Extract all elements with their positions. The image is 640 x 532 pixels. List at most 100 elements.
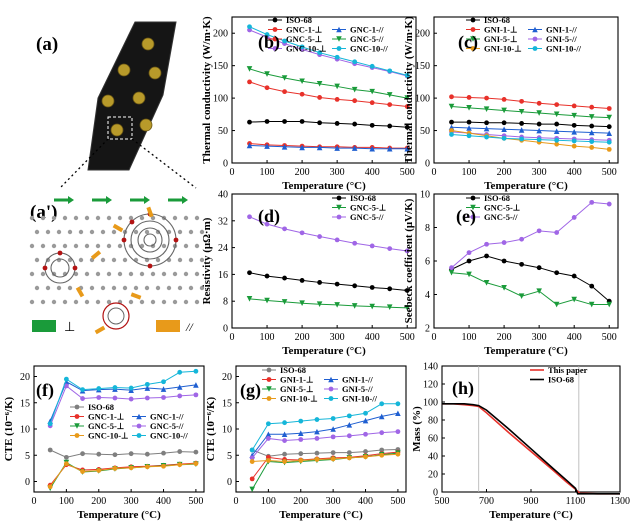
data-point <box>193 461 199 467</box>
data-point <box>281 75 288 81</box>
data-point <box>282 451 287 457</box>
data-point <box>346 413 352 419</box>
series-ISO-68 <box>442 402 620 495</box>
legend-marker <box>336 204 342 211</box>
x-tick-label: 100 <box>462 332 477 343</box>
series-GNC-10-⊥ <box>47 461 199 490</box>
legend-entry: GNI-1-// <box>324 375 373 385</box>
series-line <box>451 96 610 109</box>
legend-marker <box>328 396 334 401</box>
x-tick-label: 400 <box>365 167 380 178</box>
legend-label: GNI-10-// <box>342 394 378 404</box>
data-point <box>363 410 368 416</box>
data-point <box>316 81 323 87</box>
data-point <box>177 449 183 454</box>
data-point <box>571 138 577 144</box>
data-point <box>282 420 287 426</box>
data-point <box>96 468 102 473</box>
x-tick-label: 200 <box>497 332 512 343</box>
data-point <box>299 278 305 283</box>
data-point <box>247 24 252 30</box>
data-point <box>404 95 411 101</box>
plot-frame <box>433 16 619 164</box>
data-point <box>334 54 340 60</box>
series-GNC-5-⊥ <box>247 79 410 109</box>
data-point <box>379 452 385 458</box>
series-line <box>251 403 398 451</box>
legend-label: GNC-5-// <box>350 212 384 222</box>
data-point <box>369 122 375 128</box>
x-tick-label: 500 <box>602 167 617 178</box>
x-tick-label: 300 <box>326 496 341 507</box>
data-point <box>299 78 305 85</box>
data-point <box>501 285 507 291</box>
series-line <box>451 201 610 269</box>
series-line <box>251 431 398 459</box>
data-point <box>264 32 270 37</box>
x-tick-label: 500 <box>435 496 450 507</box>
data-point <box>314 428 320 435</box>
legend-marker <box>470 27 476 32</box>
legend-label: GNC-1-// <box>350 25 384 35</box>
data-point <box>298 458 304 463</box>
data-point <box>404 104 410 109</box>
data-point <box>483 279 490 286</box>
data-point <box>369 63 375 69</box>
data-point <box>362 417 369 424</box>
plot-frame <box>231 193 417 329</box>
series-GNI-10-// <box>249 401 401 453</box>
x-tick-label: 0 <box>432 332 437 343</box>
data-point <box>571 143 577 149</box>
legend-entry: GNC-1-⊥ <box>268 25 323 35</box>
data-point <box>247 214 252 220</box>
legend-marker <box>470 195 476 201</box>
data-point <box>298 451 304 457</box>
data-point <box>449 94 454 100</box>
y-tick-label: 50 <box>420 126 430 137</box>
x-tick-label: 100 <box>261 496 276 507</box>
y-axis-label: Mass (%) <box>411 406 423 452</box>
legend-label: ISO-68 <box>286 15 312 25</box>
data-point <box>264 71 270 77</box>
data-point <box>379 401 385 407</box>
data-point <box>553 128 560 135</box>
series-line <box>49 381 196 422</box>
data-point <box>346 450 352 456</box>
data-point <box>369 145 375 152</box>
data-point <box>387 246 393 252</box>
series-line <box>49 385 196 427</box>
y-tick-label: 10 <box>222 425 232 436</box>
panel-label-g: (g) <box>240 380 261 401</box>
legend-label: GNC-5-⊥ <box>350 203 387 213</box>
x-tick-label: 100 <box>59 496 74 507</box>
data-point <box>571 215 577 220</box>
legend-label-perpendicular: ⊥ <box>64 319 75 334</box>
data-point <box>379 447 385 453</box>
legend-entry: ISO-68 <box>530 375 574 385</box>
data-point <box>369 88 375 95</box>
y-tick-label: 200 <box>415 29 430 40</box>
data-point <box>264 119 270 124</box>
series-line <box>249 298 408 309</box>
series-line <box>451 131 610 141</box>
series-line <box>442 402 620 495</box>
series-GNC-5-⊥ <box>47 459 199 492</box>
x-axis-label: Temperature (°C) <box>279 509 363 521</box>
data-point <box>249 476 255 482</box>
x-tick-label: 400 <box>358 496 373 507</box>
data-point <box>334 237 340 243</box>
legend-label: ISO-68 <box>484 193 510 203</box>
series-line <box>451 106 610 119</box>
data-point <box>484 241 489 247</box>
data-point <box>606 301 613 308</box>
x-tick-label: 0 <box>32 496 37 507</box>
data-point <box>314 417 320 422</box>
legend-label: GNC-1-⊥ <box>88 412 125 422</box>
series-ISO-68 <box>449 253 612 304</box>
data-point <box>588 114 595 120</box>
data-point <box>112 395 118 401</box>
data-point <box>536 137 542 143</box>
data-point <box>330 456 336 462</box>
data-point <box>298 437 304 442</box>
